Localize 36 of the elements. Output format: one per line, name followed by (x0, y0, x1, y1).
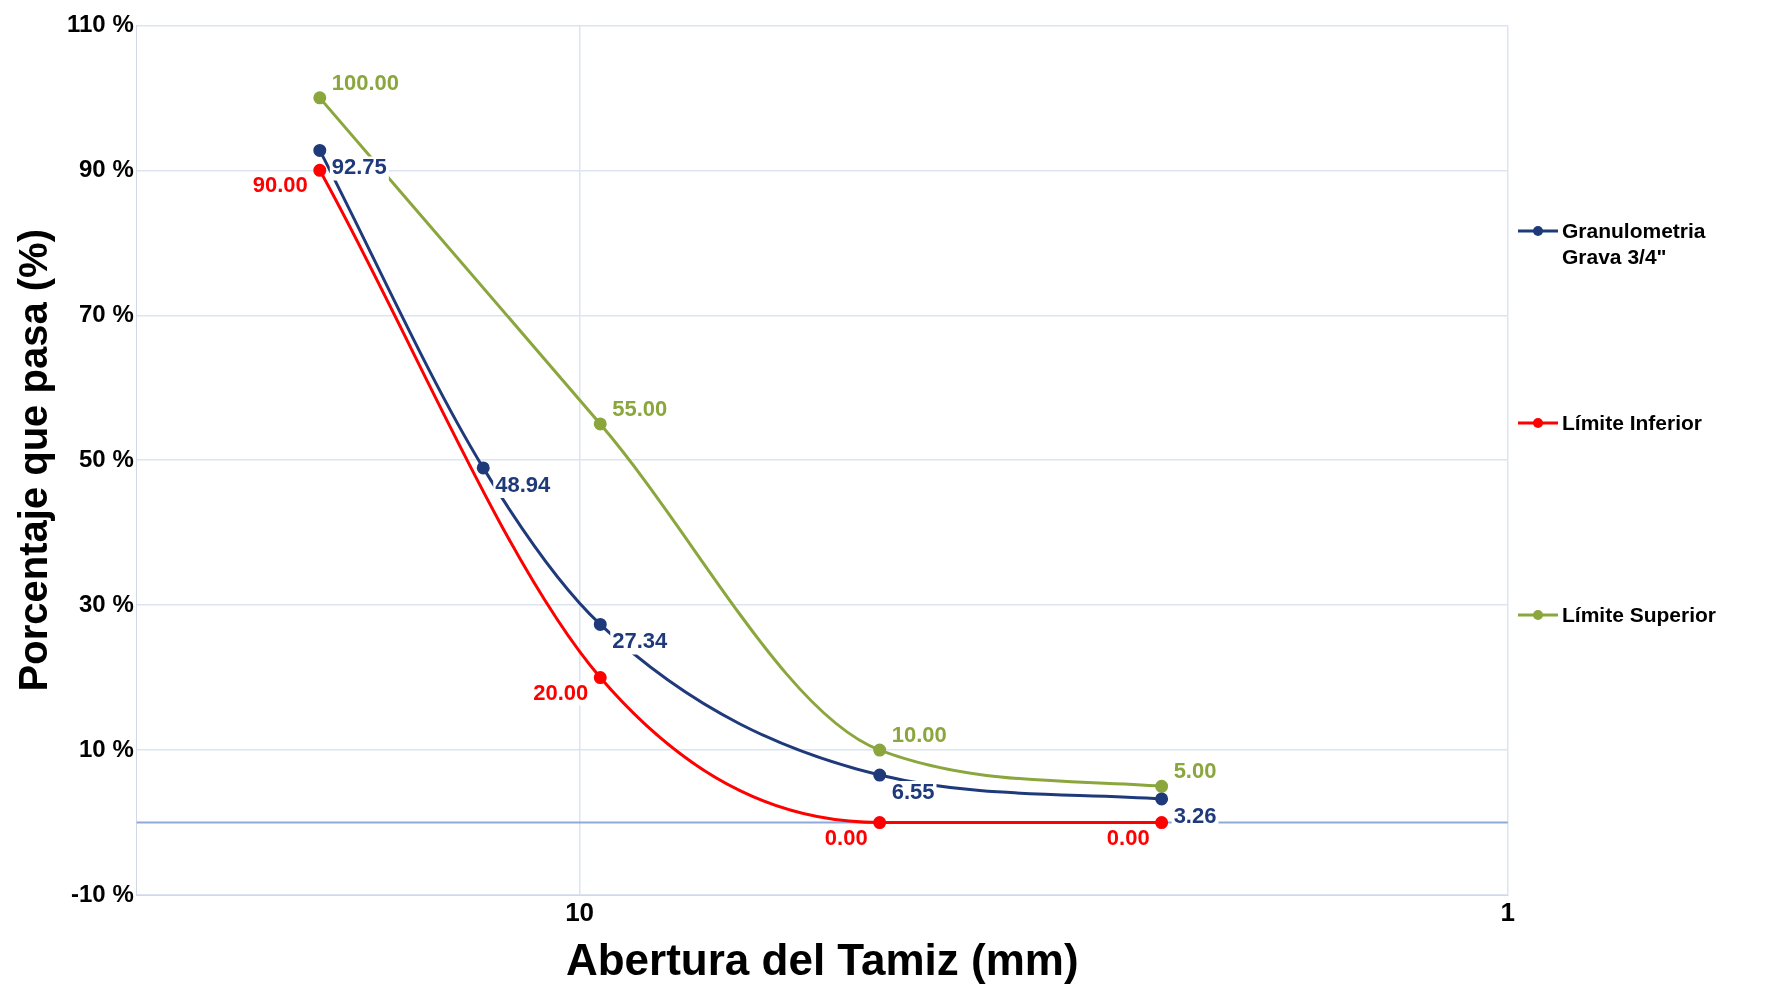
data-label: 92.75 (331, 154, 387, 180)
data-label: 20.00 (533, 679, 589, 705)
point (873, 743, 887, 757)
legend-label: Límite Superior (1562, 602, 1718, 628)
point (313, 91, 327, 105)
y-tick-label: -10 % (71, 879, 134, 907)
data-label: 6.55 (891, 779, 935, 805)
y-tick-label: 110 % (66, 10, 134, 38)
legend-label: Límite Inferior (1562, 410, 1704, 436)
data-label: 3.26 (1173, 802, 1217, 828)
data-label: 100.00 (331, 69, 400, 95)
data-label: 27.34 (612, 628, 669, 654)
y-tick-label: 50 % (79, 444, 134, 472)
data-label: 48.94 (495, 471, 552, 497)
data-label: 0.00 (824, 824, 868, 850)
y-axis-title: Porcentaje que pasa (%) (11, 229, 56, 692)
x-tick-label: 1 (1500, 896, 1515, 927)
point (1155, 816, 1169, 830)
data-label: 55.00 (612, 396, 668, 422)
data-label: 0.00 (1106, 824, 1150, 850)
y-tick-label: 10 % (79, 734, 134, 762)
data-label: 10.00 (891, 722, 947, 748)
data-label: 5.00 (1173, 758, 1217, 784)
point (1155, 779, 1169, 793)
point (313, 143, 327, 157)
legend-label: Granulometria Grava 3/4" (1562, 218, 1707, 270)
y-tick-label: 70 % (79, 299, 134, 327)
point (593, 671, 607, 685)
point (313, 163, 327, 177)
y-tick-label: 30 % (79, 589, 134, 617)
point (873, 816, 887, 830)
point (593, 417, 607, 431)
x-axis-title: Abertura del Tamiz (mm) (565, 934, 1079, 984)
x-tick-label: 10 (565, 896, 595, 927)
y-tick-label: 90 % (79, 154, 134, 182)
data-label: 90.00 (252, 172, 308, 198)
